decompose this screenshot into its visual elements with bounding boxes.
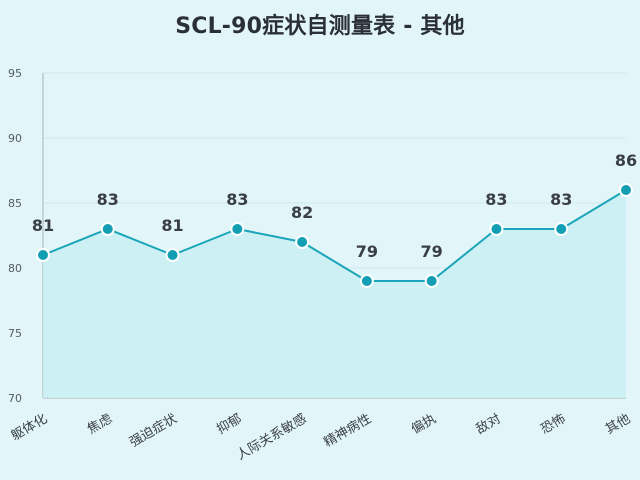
data-label: 81 [32, 216, 54, 235]
y-tick-label: 95 [8, 67, 22, 80]
data-label: 79 [421, 242, 443, 261]
data-labels-layer: 81 83 81 83 82 79 79 83 83 86 [32, 151, 637, 261]
data-point [619, 183, 633, 197]
y-tick-label: 85 [8, 197, 22, 210]
x-tick-label: 恐怖 [538, 411, 569, 438]
x-tick-label: 其他 [603, 411, 633, 437]
data-point [230, 222, 245, 236]
x-tick-label: 焦虑 [85, 411, 115, 437]
x-tick-label: 抑郁 [215, 411, 245, 437]
y-tick-label: 80 [8, 262, 22, 275]
series-area [43, 190, 626, 398]
data-point [36, 248, 50, 262]
x-tick-label: 精神病性 [322, 411, 375, 450]
x-tick-label: 人际关系敏感 [234, 411, 310, 464]
data-label: 82 [291, 203, 313, 222]
data-label: 79 [356, 242, 378, 261]
data-point [165, 248, 180, 262]
data-label: 83 [485, 190, 507, 209]
y-tick-label: 75 [8, 327, 22, 340]
data-label: 83 [550, 190, 572, 209]
x-tick-label: 强迫症状 [127, 411, 180, 450]
data-points-layer [36, 183, 633, 288]
data-point [295, 235, 310, 249]
x-tick-label: 躯体化 [8, 411, 50, 444]
y-tick-label: 70 [8, 392, 22, 405]
data-point [424, 274, 439, 288]
data-label: 81 [161, 216, 183, 235]
data-label: 83 [97, 190, 119, 209]
data-point [100, 222, 115, 236]
series-line [42, 189, 627, 282]
area-fill-layer [43, 190, 626, 398]
chart-title: SCL-90症状自测量表 - 其他 [175, 14, 465, 39]
data-point [554, 222, 569, 236]
series-line-layer [42, 189, 627, 282]
data-point [489, 222, 504, 236]
data-label: 83 [226, 190, 248, 209]
x-tick-label: 偏执 [409, 411, 439, 437]
y-axis-ticks: 70 75 80 85 90 95 [8, 67, 22, 405]
data-label: 86 [615, 151, 637, 170]
x-tick-label: 敌对 [474, 411, 504, 437]
data-point [359, 274, 374, 288]
y-tick-label: 90 [8, 132, 22, 145]
